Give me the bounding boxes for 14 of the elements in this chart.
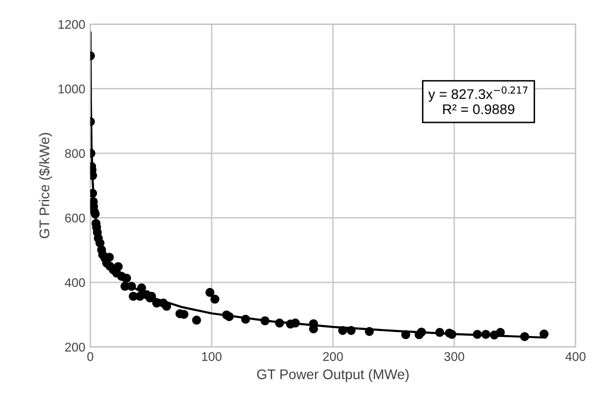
x-tick-label: 300 — [444, 352, 464, 361]
x-axis-title: GT Power Output (MWe) — [257, 369, 409, 382]
x-tick-label: 400 — [565, 352, 586, 361]
y-tick-label: 600 — [65, 214, 85, 222]
y-tick-label: 1200 — [58, 20, 85, 29]
y-tick-label: 1000 — [58, 84, 85, 94]
y-tick-label: 800 — [65, 149, 85, 158]
y-axis-title: GT Price ($/kWe) — [38, 133, 52, 238]
y-tick-label: 200 — [65, 342, 85, 352]
x-tick-label: 0 — [87, 352, 94, 361]
annotation: y = 827.3x$^{−0.217}$ R² = 0.9889 — [428, 86, 528, 114]
x-tick-label: 100 — [202, 352, 222, 361]
y-tick-label: 400 — [64, 278, 85, 288]
x-tick-label: 200 — [323, 352, 343, 361]
